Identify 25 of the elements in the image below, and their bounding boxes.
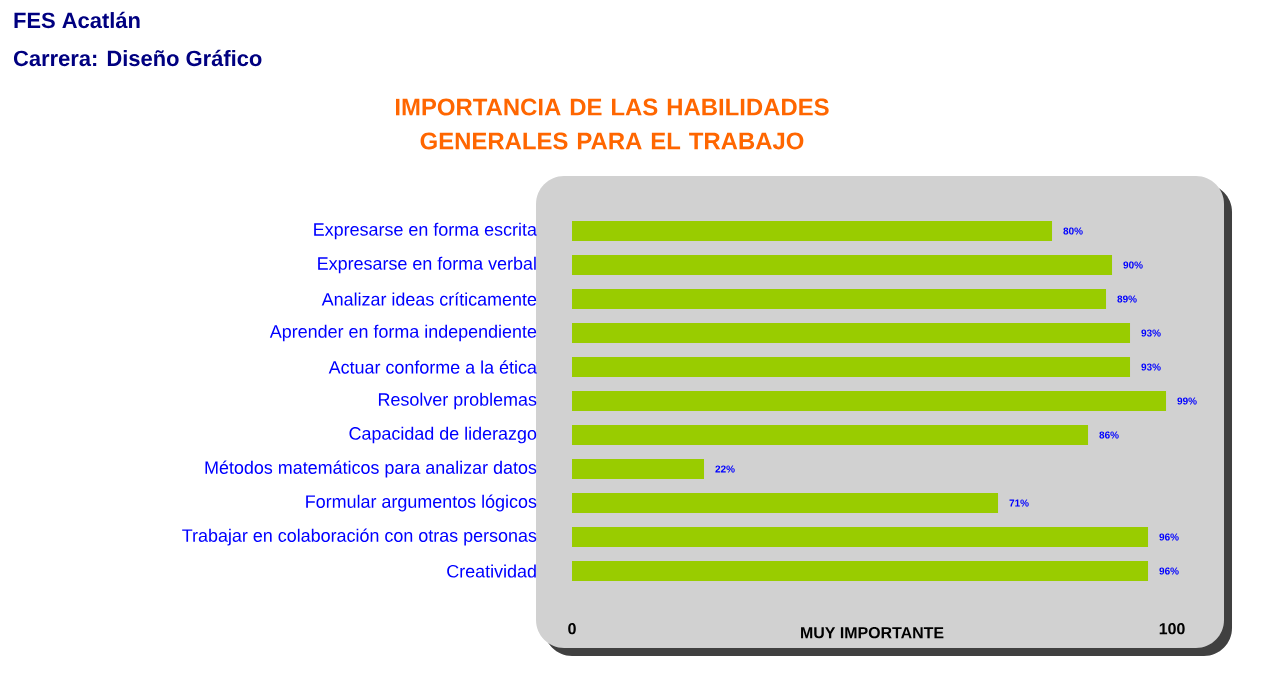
chart-title: IMPORTANCIA DE LAS HABILIDADES GENERALES PARA EL TRABAJO [395,98,829,150]
y-tick-label: Expresarse en forma escrita [314,222,537,240]
bar [572,391,1167,411]
bar [572,255,1113,275]
bar [572,289,1107,309]
y-tick-label: Capacidad de liderazgo [349,426,537,444]
y-tick-label: Resolver problemas [378,392,537,410]
text: Carrera: Diseño Gráfico [13,49,262,67]
bar [572,357,1131,377]
y-tick-label: Analizar ideas críticamente [321,292,537,306]
y-tick-label: Aprender en forma independiente [269,324,537,342]
text: FES Acatlán [14,11,140,29]
y-tick-label: Expresarse en forma verbal [318,256,536,274]
bar [572,221,1053,241]
bar [572,493,999,513]
y-tick-label: Trabajar en colaboración con otras personas [182,528,537,546]
bar [572,561,1149,582]
bar [572,323,1131,343]
y-tick-label: Actuar conforme a la ética [328,360,537,374]
y-tick-label: Métodos matemáticos para analizar datos [205,460,537,478]
bar [572,459,705,479]
y-tick-label: Formular argumentos lógicos [306,494,537,512]
bar [572,425,1089,445]
y-tick-label: Creatividad [447,564,536,578]
bar [572,527,1149,548]
